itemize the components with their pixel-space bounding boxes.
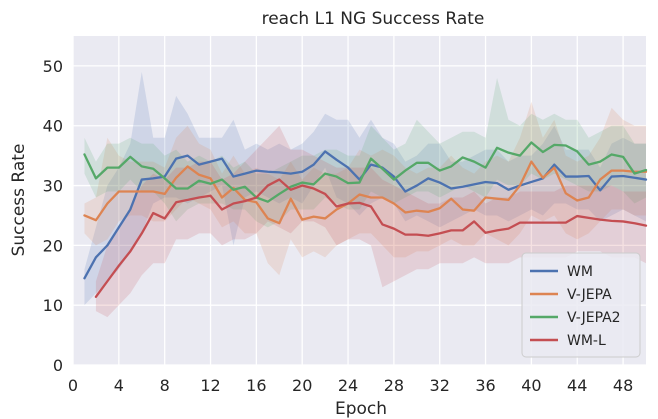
x-tick-label: 24 (338, 376, 358, 395)
legend-label: WM (567, 264, 593, 280)
legend-label: V-JEPA (567, 287, 612, 303)
series-line-wm-l (94, 178, 648, 298)
x-tick-label: 36 (475, 376, 495, 395)
y-axis-title: Success Rate (9, 144, 29, 257)
y-tick-label: 50 (43, 57, 63, 76)
x-tick-label: 20 (292, 376, 312, 395)
band-wm (84, 71, 646, 306)
chart-title: reach L1 NG Success Rate (262, 9, 485, 29)
x-tick-label: 44 (567, 376, 587, 395)
band-wm-l (95, 125, 647, 318)
x-tick-label: 32 (430, 376, 450, 395)
series-line-v-jepa (83, 160, 648, 225)
x-tick-label: 4 (114, 376, 124, 395)
legend-box (521, 252, 641, 358)
x-tick-label: 48 (613, 376, 633, 395)
legend-label: V-JEPA2 (567, 310, 621, 326)
y-tick-label: 20 (43, 236, 63, 255)
y-tick-label: 30 (43, 177, 63, 196)
series-line-v-jepa2 (83, 141, 648, 203)
legend: WM V-JEPA V-JEPA2 WM-L (521, 252, 641, 358)
band-v-jepa (84, 101, 646, 276)
x-tick-label: 40 (521, 376, 541, 395)
x-tick-label: 12 (200, 376, 220, 395)
legend-label: WM-L (567, 333, 606, 349)
x-tick-label: 16 (246, 376, 266, 395)
y-tick-label: 10 (43, 296, 63, 315)
x-tick-label: 8 (160, 376, 170, 395)
x-axis-title: Epoch (335, 399, 387, 419)
x-tick-label: 28 (384, 376, 404, 395)
y-tick-label: 40 (43, 117, 63, 136)
confidence-bands (84, 71, 647, 318)
series-lines (83, 141, 648, 298)
x-tick-label: 0 (68, 376, 78, 395)
y-tick-label: 0 (53, 356, 63, 375)
band-v-jepa2 (84, 77, 646, 228)
